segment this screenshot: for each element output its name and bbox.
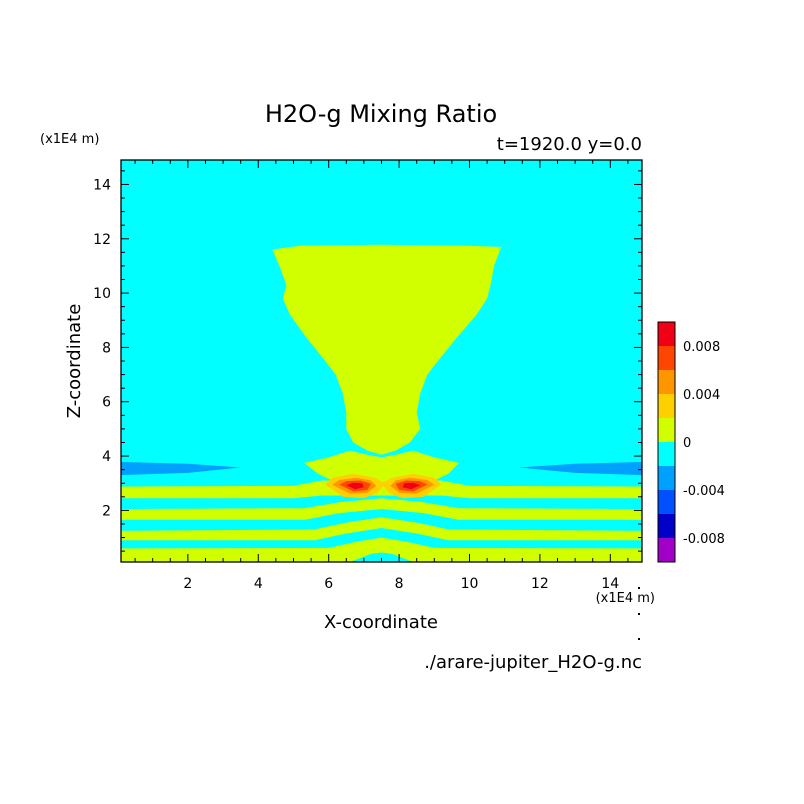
- chart-subtitle: t=1920.0 y=0.0: [497, 134, 642, 155]
- colorbar-swatch: [658, 442, 675, 466]
- contour-region: [304, 450, 459, 481]
- x-tick-label: 6: [324, 576, 333, 592]
- contour-region: [121, 498, 642, 520]
- colorbar-swatch: [658, 466, 675, 490]
- colorbar-tick-labels: -0.008 -0.004 0 0.004 0.008: [683, 340, 725, 547]
- colorbar-swatch: [658, 370, 675, 394]
- y-tick-label: 8: [102, 340, 111, 356]
- colorbar-swatch: [658, 322, 675, 346]
- colorbar-tick-label: 0: [683, 436, 691, 451]
- axis-end-marker: [638, 587, 640, 589]
- source-file-label: ./arare-jupiter_H2O-g.nc: [424, 652, 642, 673]
- y-tick-label: 10: [93, 286, 111, 302]
- axis-end-marker: [638, 638, 640, 640]
- contour-region: [346, 482, 364, 490]
- x-tick-label: 2: [183, 576, 192, 592]
- contour-regions: [121, 244, 642, 562]
- x-tick-label: 14: [601, 576, 619, 592]
- contour-region: [121, 462, 241, 476]
- axis-ticks: [121, 160, 642, 562]
- axis-tick-labels: 2 4 6 8 10 12 14 2 4 6 8 10 12 14: [93, 177, 619, 592]
- contour-region: [402, 482, 421, 490]
- colorbar-tick-label: -0.004: [683, 484, 725, 499]
- contour-region: [121, 517, 642, 541]
- x-tick-label: 10: [461, 576, 479, 592]
- y-axis-label: Z-coordinate: [64, 304, 85, 419]
- colorbar-frame: [657, 321, 676, 563]
- colorbar-tick-label: -0.008: [683, 532, 725, 547]
- y-unit-label: (x1E4 m): [40, 132, 99, 147]
- y-tick-label: 4: [102, 449, 111, 465]
- colorbar-tick-label: 0.004: [683, 388, 720, 403]
- axis-end-markers: [638, 587, 640, 640]
- x-axis-label: X-coordinate: [324, 612, 438, 633]
- contour-region: [121, 537, 642, 562]
- x-tick-label: 4: [254, 576, 263, 592]
- y-tick-label: 12: [93, 232, 111, 248]
- x-tick-label: 8: [395, 576, 404, 592]
- x-unit-label: (x1E4 m): [596, 591, 655, 606]
- colorbar-tick-label: 0.008: [683, 340, 720, 355]
- colorbar-swatch: [658, 346, 675, 370]
- colorbar: [657, 321, 676, 563]
- colorbar-swatch: [658, 538, 675, 562]
- colorbar-swatch: [658, 490, 675, 514]
- colorbar-swatch: [658, 514, 675, 538]
- colorbar-swatch: [658, 394, 675, 418]
- plot-frame: [120, 159, 643, 563]
- colorbar-swatch: [658, 418, 675, 442]
- y-tick-label: 6: [102, 395, 111, 411]
- chart-title: H2O-g Mixing Ratio: [265, 100, 497, 128]
- contour-region: [518, 462, 642, 476]
- axis-end-marker: [638, 613, 640, 615]
- y-tick-label: 14: [93, 177, 111, 193]
- y-tick-label: 2: [102, 503, 111, 519]
- x-tick-label: 12: [531, 576, 549, 592]
- contour-region: [121, 480, 642, 499]
- contour-region: [272, 244, 502, 455]
